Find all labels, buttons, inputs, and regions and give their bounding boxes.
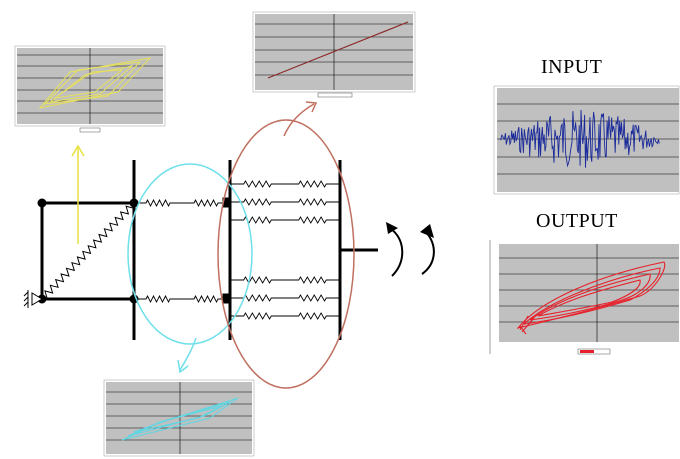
input-signal-trace xyxy=(499,109,660,168)
structural-model xyxy=(23,160,378,340)
spring-right-5-b xyxy=(285,294,340,302)
spring-right-3 xyxy=(230,216,285,224)
cyan-pointer-arrow xyxy=(177,337,197,374)
spring-right-6-b xyxy=(285,312,340,320)
red-ellipse xyxy=(217,119,355,389)
linear-spring-plot xyxy=(252,11,416,98)
diagonal-spring xyxy=(41,202,135,300)
spring-right-3-b xyxy=(285,216,340,224)
spring-left-1-b xyxy=(182,198,230,208)
input-label: INPUT xyxy=(541,56,603,78)
spring-left-1 xyxy=(134,198,182,208)
rotation-arrow-left-icon xyxy=(386,222,404,277)
rotation-arrow-right-icon xyxy=(420,224,435,275)
fixed-support-icon xyxy=(23,290,43,308)
output-hysteresis-plot xyxy=(489,240,679,355)
output-label: OUTPUT xyxy=(536,210,618,232)
yellow-hysteresis-plot xyxy=(14,45,166,133)
brown-pointer-arrow xyxy=(283,101,318,137)
spring-right-4-b xyxy=(285,276,340,284)
cyan-ellipse xyxy=(127,163,253,345)
spring-right-5 xyxy=(230,294,285,302)
spring-right-2-b xyxy=(285,198,340,206)
spring-right-4 xyxy=(230,276,285,284)
cyan-hysteresis-plot xyxy=(103,379,255,457)
input-signal-plot xyxy=(493,85,680,195)
spring-right-6 xyxy=(230,312,285,320)
yellow-pointer-arrow xyxy=(71,144,85,244)
spring-left-2 xyxy=(134,294,182,304)
spring-right-1-b xyxy=(285,180,340,188)
spring-right-2 xyxy=(230,198,285,206)
spring-right-1 xyxy=(230,180,285,188)
spring-left-2-b xyxy=(182,294,230,304)
